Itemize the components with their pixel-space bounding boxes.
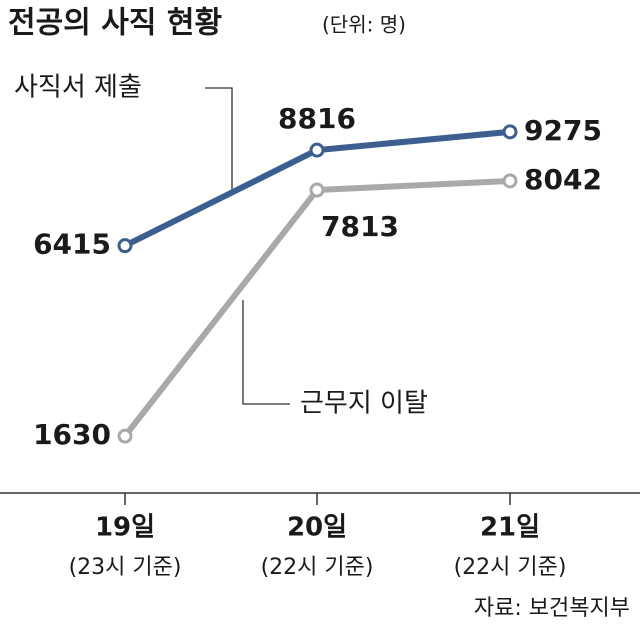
x-tick-label: 19일 [95,513,155,543]
point [117,428,133,444]
x-tick-label: 20일 [287,513,347,543]
data-label: 7813 [321,210,399,243]
legend-label: 사직서 제출 [14,73,142,103]
unit-note: (단위: 명) [322,13,406,37]
legend-label: 근무지 이탈 [300,389,428,419]
chart-title: 전공의 사직 현황 [8,6,222,41]
data-label: 6415 [33,228,111,261]
source: 자료: 보건복지부 [474,596,630,621]
callout-line [242,300,290,405]
x-tick-label: 21일 [480,513,540,543]
data-label: 8816 [278,102,356,135]
point [117,238,133,254]
data-label: 1630 [33,418,111,451]
point [309,182,325,198]
point [502,124,518,140]
data-label: 8042 [524,163,602,196]
x-tick-note: (22시 기준) [261,555,374,580]
data-label: 9275 [524,114,602,147]
x-tick-note: (23시 기준) [69,555,182,580]
point [502,173,518,189]
x-tick-note: (22시 기준) [454,555,567,580]
callout-line [205,87,233,192]
point [309,142,325,158]
